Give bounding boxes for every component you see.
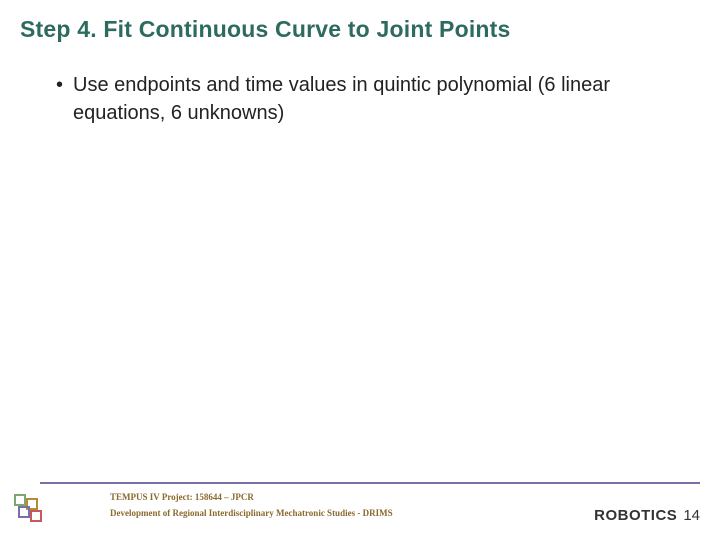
footer-right-block: ROBOTICS 14 [594, 507, 700, 524]
bullet-item: • Use endpoints and time values in quint… [56, 71, 680, 127]
footer-course-label: ROBOTICS [594, 507, 677, 524]
footer-project-line2: Development of Regional Interdisciplinar… [110, 508, 393, 518]
footer-divider [40, 482, 700, 484]
body-area: • Use endpoints and time values in quint… [0, 51, 720, 127]
bullet-marker: • [56, 71, 63, 99]
slide-footer: TEMPUS IV Project: 158644 – JPCR Develop… [0, 482, 720, 540]
logo-square [30, 510, 42, 522]
logo-icon [12, 492, 46, 526]
logo-square [18, 506, 30, 518]
logo-square [14, 494, 26, 506]
footer-project-line1: TEMPUS IV Project: 158644 – JPCR [110, 492, 393, 502]
slide-title: Step 4. Fit Continuous Curve to Joint Po… [0, 0, 720, 51]
page-number: 14 [683, 507, 700, 524]
bullet-text: Use endpoints and time values in quintic… [73, 71, 680, 127]
footer-text-block: TEMPUS IV Project: 158644 – JPCR Develop… [110, 492, 393, 518]
